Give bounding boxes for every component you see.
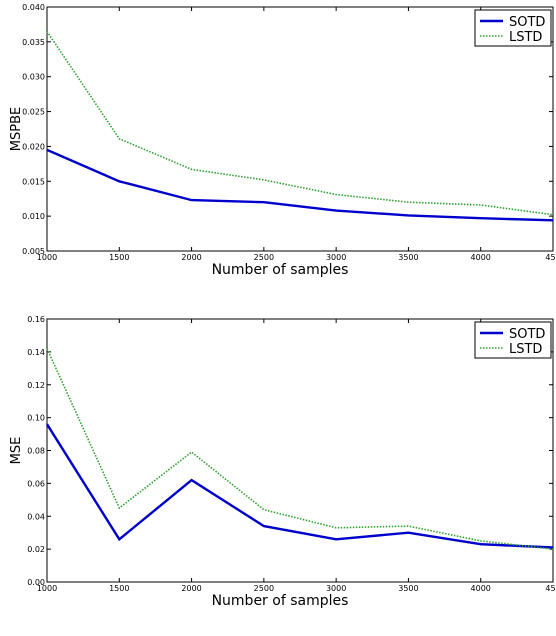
x-tick-label: 1500 — [109, 253, 129, 262]
x-tick-label: 450 — [545, 253, 556, 262]
x-axis-label: Number of samples — [212, 593, 349, 609]
y-tick-label: 0.12 — [27, 381, 45, 390]
series-lstd-line — [46, 348, 554, 550]
y-tick-label: 0.06 — [27, 479, 45, 488]
x-tick-label: 4000 — [471, 253, 491, 262]
y-tick-label: 0.005 — [22, 247, 45, 256]
y-tick-label: 0.10 — [27, 414, 45, 423]
y-tick-label: 0.030 — [22, 73, 45, 82]
x-tick-label: 4000 — [471, 584, 491, 593]
x-axis-label: Number of samples — [212, 262, 349, 278]
series-lstd-line — [46, 30, 554, 216]
legend-label-lstd: LSTD — [509, 342, 542, 357]
y-tick-label: 0.020 — [22, 142, 45, 151]
y-axis-label: MSPBE — [9, 107, 24, 151]
legend-box — [474, 321, 552, 359]
subplot-1: 1000 1500 2000 2500 3000 3500 4000 450 0.005 0.01… — [9, 3, 556, 278]
y-tick-label: 0.015 — [22, 177, 45, 186]
y-tick-label: 0.08 — [27, 447, 45, 456]
x-tick-label: 1000 — [37, 584, 57, 593]
legend-box — [474, 9, 552, 47]
x-tick-label: 3000 — [326, 253, 346, 262]
y-tick-label: 0.16 — [27, 315, 45, 324]
x-tick-label: 2500 — [254, 584, 274, 593]
y-tick-label: 0.040 — [22, 3, 45, 12]
x-tick-label: 1500 — [109, 584, 129, 593]
x-tick-label: 3500 — [398, 253, 418, 262]
legend-label-sotd: SOTD — [509, 327, 545, 342]
y-tick-label: 0.14 — [27, 348, 45, 357]
x-tick-label: 2000 — [181, 584, 201, 593]
y-tick-label: 0.00 — [27, 578, 45, 587]
legend-label-lstd: LSTD — [509, 30, 542, 45]
legend-label-sotd: SOTD — [509, 15, 545, 30]
x-tick-label: 450 — [545, 584, 556, 593]
subplot-2: 1000 1500 2000 2500 3000 3500 4000 450 0.00 0.02 0… — [9, 315, 556, 609]
y-tick-label: 0.02 — [27, 545, 45, 554]
x-tick-label: 2500 — [254, 253, 274, 262]
x-tick-label: 2000 — [181, 253, 201, 262]
y-tick-label: 0.025 — [22, 108, 45, 117]
y-axis-label: MSE — [9, 437, 24, 465]
x-tick-label: 3000 — [326, 584, 346, 593]
series-sotd-line — [46, 148, 554, 222]
series-sotd-line — [45, 423, 554, 549]
x-tick-label: 1000 — [37, 253, 57, 262]
plot-frame — [46, 6, 554, 252]
y-tick-label: 0.035 — [22, 38, 45, 47]
x-tick-label: 3500 — [398, 584, 418, 593]
y-tick-label: 0.010 — [22, 212, 45, 221]
y-tick-label: 0.04 — [27, 512, 45, 521]
